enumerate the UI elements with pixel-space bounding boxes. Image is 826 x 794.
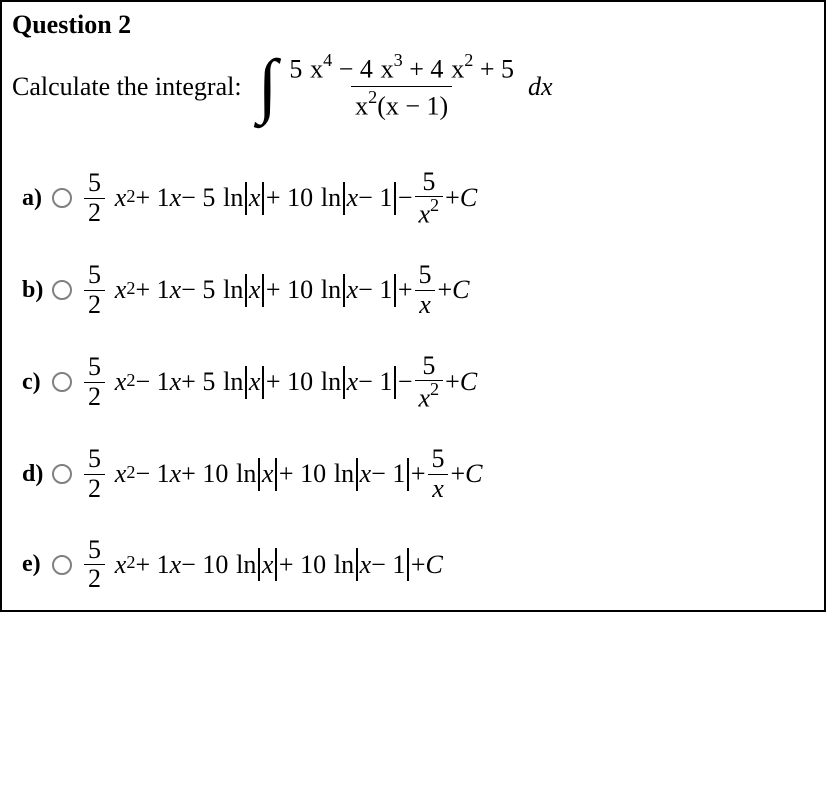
- question-card: Question 2 Calculate the integral: ∫ 5x4…: [0, 0, 826, 612]
- question-title: Question 2: [12, 10, 131, 39]
- integral-sign-icon: ∫: [258, 60, 278, 110]
- integrand-denominator: x2(x − 1): [351, 86, 452, 121]
- option-row[interactable]: b) 52x2 + 1x − 5lnx + 10lnx − 1 + 5x + C: [2, 245, 824, 335]
- options-list: a) 52x2 + 1x − 5lnx + 10lnx − 1 − 5x2 + …: [2, 152, 824, 610]
- option-label: b): [22, 277, 52, 304]
- option-label: e): [22, 551, 52, 578]
- option-row[interactable]: d) 52x2 − 1x + 10lnx + 10lnx − 1 + 5x + …: [2, 429, 824, 519]
- option-label: d): [22, 461, 52, 488]
- option-label: c): [22, 369, 52, 396]
- integrand-fraction: 5x4 − 4x3 + 4x2 + 5 x2(x − 1): [285, 52, 518, 122]
- radio-icon[interactable]: [52, 372, 72, 392]
- radio-icon[interactable]: [52, 280, 72, 300]
- option-expression: 52x2 − 1x + 10lnx + 10lnx − 1 + 5x + C: [82, 445, 483, 503]
- question-prompt: Calculate the integral:: [12, 72, 242, 102]
- option-expression: 52x2 + 1x − 5lnx + 10lnx − 1 + 5x + C: [82, 261, 470, 319]
- option-row[interactable]: a) 52x2 + 1x − 5lnx + 10lnx − 1 − 5x2 + …: [2, 152, 824, 246]
- integrand-numerator: 5x4 − 4x3 + 4x2 + 5: [285, 52, 518, 86]
- integral-expression: ∫ 5x4 − 4x3 + 4x2 + 5 x2(x − 1) dx: [258, 52, 553, 122]
- question-prompt-row: Calculate the integral: ∫ 5x4 − 4x3 + 4x…: [2, 46, 824, 152]
- option-row[interactable]: c) 52x2 − 1x + 5lnx + 10lnx − 1 − 5x2 + …: [2, 336, 824, 430]
- radio-icon[interactable]: [52, 188, 72, 208]
- option-row[interactable]: e) 52x2 + 1x − 10lnx + 10lnx − 1 + C: [2, 520, 824, 610]
- option-expression: 52x2 + 1x − 10lnx + 10lnx − 1 + C: [82, 536, 443, 594]
- option-expression: 52x2 − 1x + 5lnx + 10lnx − 1 − 5x2 + C: [82, 352, 477, 414]
- option-expression: 52x2 + 1x − 5lnx + 10lnx − 1 − 5x2 + C: [82, 168, 477, 230]
- question-header: Question 2: [2, 2, 824, 46]
- dx: dx: [528, 72, 553, 102]
- option-label: a): [22, 185, 52, 212]
- radio-icon[interactable]: [52, 464, 72, 484]
- radio-icon[interactable]: [52, 555, 72, 575]
